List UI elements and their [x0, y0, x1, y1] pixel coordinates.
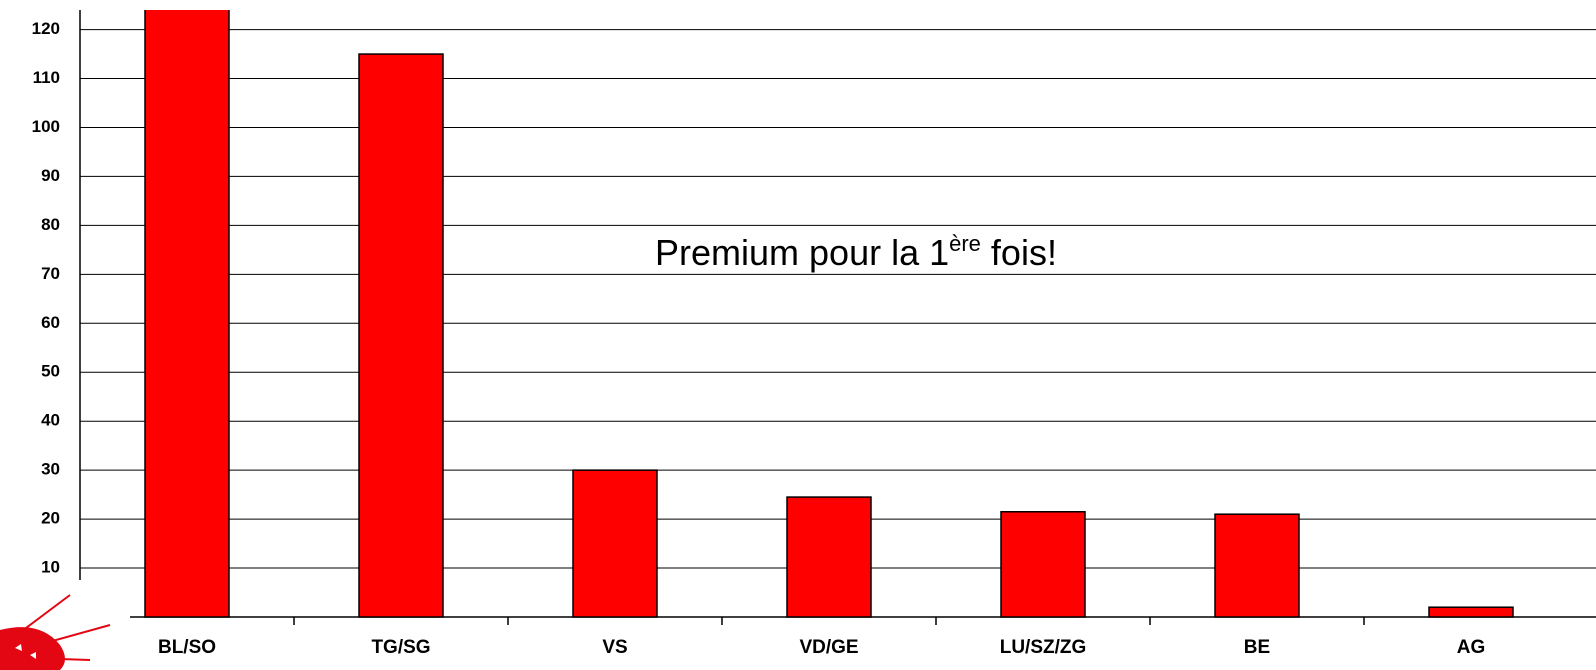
bar — [572, 469, 658, 618]
logo — [0, 594, 111, 670]
y-tick-label: 60 — [41, 313, 60, 332]
x-tick-label: BE — [1244, 637, 1270, 658]
y-tick-label: 100 — [32, 117, 60, 136]
bar — [786, 496, 872, 618]
y-tick-label: 30 — [41, 460, 60, 479]
y-tick-label: 90 — [41, 166, 60, 185]
y-tick-label: 110 — [33, 68, 60, 87]
annotation-sup: ère — [949, 231, 981, 256]
bar — [1428, 606, 1514, 618]
y-tick-label: 40 — [41, 411, 60, 430]
y-tick-label: 80 — [41, 215, 60, 234]
x-tick-label: LU/SZ/ZG — [1000, 637, 1087, 658]
y-tick-label: 120 — [32, 19, 60, 38]
y-tick-label: 70 — [41, 264, 60, 283]
x-tick-label: TG/SG — [371, 637, 430, 658]
x-tick-label: AG — [1457, 637, 1486, 658]
x-tick-label: VD/GE — [799, 637, 858, 658]
annotation-text: Premium pour la 1 — [655, 232, 949, 273]
annotation: Premium pour la 1ère fois! — [655, 231, 1057, 273]
annotation-text: fois! — [981, 232, 1057, 273]
x-tick-label: VS — [602, 637, 627, 658]
bar — [1000, 511, 1086, 618]
x-tick-label: BL/SO — [158, 637, 216, 658]
y-tick-label: 10 — [41, 558, 60, 577]
bar — [144, 10, 230, 618]
y-tick-label: 20 — [41, 509, 60, 528]
bar — [358, 53, 444, 618]
bars — [144, 10, 1514, 618]
y-tick-label: 50 — [41, 362, 60, 381]
bar — [1214, 513, 1300, 618]
